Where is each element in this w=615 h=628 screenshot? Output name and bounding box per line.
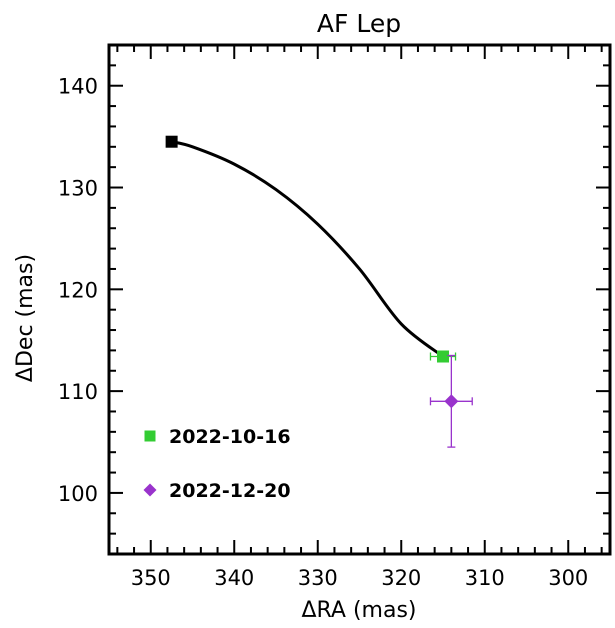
x-tick-label: 320 xyxy=(381,566,421,590)
y-tick-label: 100 xyxy=(58,482,98,506)
x-tick-label: 330 xyxy=(298,566,338,590)
legend-marker-2022-10-16 xyxy=(144,430,156,442)
x-tick-label: 310 xyxy=(465,566,505,590)
data-point-2022-10-16 xyxy=(437,350,449,363)
y-tick-label: 110 xyxy=(58,380,98,404)
orbit-start-marker xyxy=(165,135,178,148)
legend-label: 2022-10-16 xyxy=(169,426,291,448)
plot-area: 350 340 330 320 310 300 100 110 120 130 140 2022-10… xyxy=(58,43,612,590)
x-tick-label: 300 xyxy=(548,566,588,590)
chart-title: AF Lep xyxy=(317,9,401,38)
orbit-curve xyxy=(171,140,444,358)
data-point-2022-12-20 xyxy=(444,394,459,409)
legend-label: 2022-12-20 xyxy=(169,480,291,502)
x-axis-label: ΔRA (mas) xyxy=(301,598,416,623)
legend-marker-2022-12-20 xyxy=(143,483,157,497)
y-tick-label: 130 xyxy=(58,177,98,201)
x-tick-label: 350 xyxy=(131,566,171,590)
y-tick-label: 120 xyxy=(58,278,98,302)
y-axis-label: ΔDec (mas) xyxy=(13,254,38,382)
plot-frame xyxy=(107,43,612,556)
y-tick-label: 140 xyxy=(58,75,98,99)
x-tick-label: 340 xyxy=(214,566,254,590)
